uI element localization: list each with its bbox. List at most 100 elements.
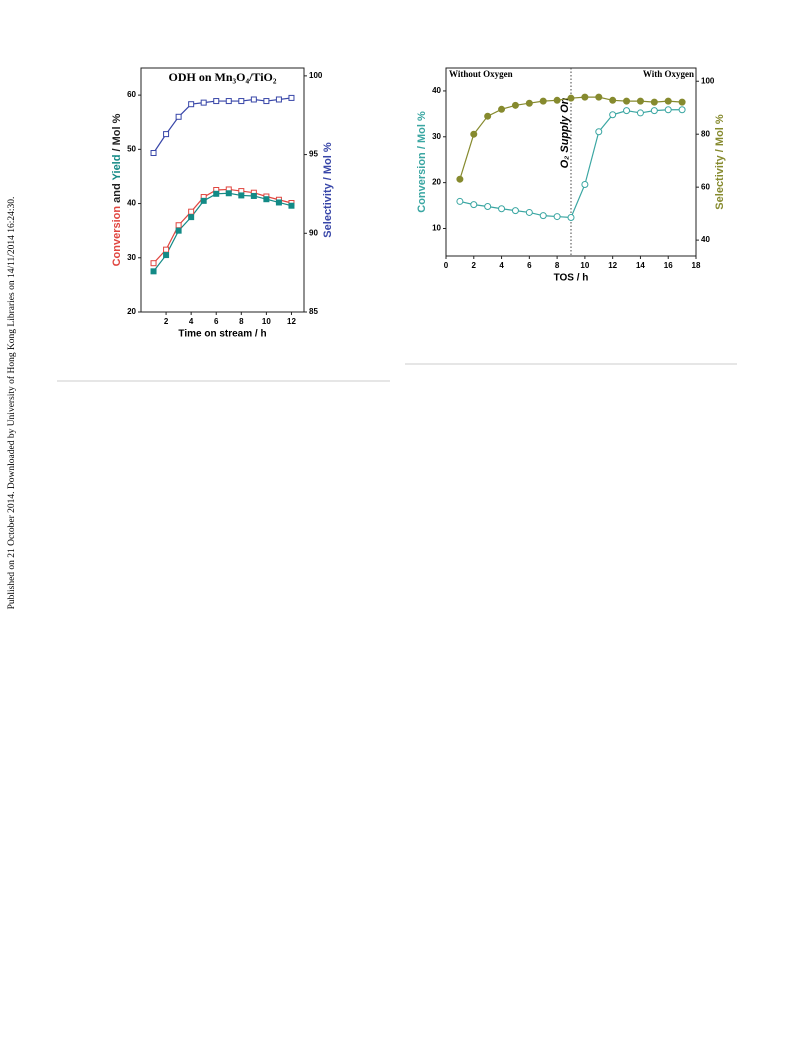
y-axis-label-part: / Mol % [111,113,123,151]
y2-tick-label: 85 [309,307,318,316]
marker [163,246,170,253]
marker [200,197,207,204]
marker [150,150,157,157]
y-axis-label: Conversion / Mol % [416,111,428,213]
marker [567,213,575,221]
marker [470,201,478,209]
marker [238,98,245,105]
x-tick-label: 12 [608,261,617,270]
marker [150,260,157,267]
x-tick-label: 10 [262,317,271,326]
marker [553,96,561,104]
marker [539,97,547,105]
y-axis-label: Conversion and Yield / Mol % [111,113,123,266]
y2-tick-label: 100 [309,71,323,80]
marker [581,180,589,188]
marker [553,213,561,221]
marker [678,106,686,114]
marker [213,190,220,197]
marker [581,93,589,101]
x-tick-label: 6 [527,261,532,270]
y-tick-label: 10 [432,224,441,233]
marker [188,214,195,221]
plot-frame [140,67,305,313]
marker [498,105,506,113]
marker [484,112,492,120]
marker [175,113,182,120]
y-axis-label-part: Yield [111,155,123,181]
marker [225,190,232,197]
y-axis-label-part: Conversion [111,206,123,267]
marker [150,268,157,275]
marker [595,93,603,101]
x-tick-label: 12 [287,317,296,326]
series-line [153,97,292,154]
y-tick-label: 40 [127,199,136,208]
marker [539,212,547,220]
marker [188,208,195,215]
marker [456,175,464,183]
marker [275,96,282,103]
y-tick-label: 60 [127,90,136,99]
marker [525,99,533,107]
marker [609,111,617,119]
series-line [153,192,292,272]
x-tick-label: 6 [214,317,219,326]
y2-tick-label: 80 [701,129,710,138]
marker [288,202,295,209]
x-axis-label: TOS / h [554,273,589,284]
x-tick-label: 0 [444,261,449,270]
x-tick-label: 18 [692,261,701,270]
y-tick-label: 50 [127,144,136,153]
marker [456,197,464,205]
marker [636,109,644,117]
marker [650,98,658,106]
x-tick-label: 14 [636,261,645,270]
marker [470,130,478,138]
y2-tick-label: 100 [701,76,715,85]
y-tick-label: 20 [127,307,136,316]
chart-title: ODH on Mn₃O₄/TiO₂ [169,70,277,84]
marker [623,107,631,115]
y2-tick-label: 40 [701,235,710,244]
marker [664,106,672,114]
marker [225,98,232,105]
sidebar: Published on 21 October 2014. Downloaded… [6,197,17,610]
marker [595,128,603,136]
x-tick-label: 2 [472,261,477,270]
marker [664,97,672,105]
marker [250,96,257,103]
marker [511,101,519,109]
y2-tick-label: 60 [701,182,710,191]
marker [275,199,282,206]
marker [678,98,686,106]
x-tick-label: 2 [164,317,169,326]
annotation: Without Oxygen [449,69,513,79]
marker [484,202,492,210]
x-tick-label: 4 [499,261,504,270]
marker [238,192,245,199]
x-tick-label: 10 [580,261,589,270]
marker [525,208,533,216]
x-tick-label: 4 [189,317,194,326]
marker [263,196,270,203]
y2-tick-label: 95 [309,150,318,159]
x-axis-label: Time on stream / h [178,329,266,340]
marker [288,94,295,101]
marker [200,99,207,106]
marker [263,98,270,105]
y-axis-label-part: and [111,183,123,203]
marker [163,252,170,259]
y-tick-label: 40 [432,86,441,95]
y2-axis-label: Selectivity / Mol % [714,114,726,210]
marker [213,98,220,105]
marker [175,222,182,229]
marker [567,94,575,102]
marker [498,205,506,213]
marker [511,207,519,215]
y-tick-label: 20 [432,178,441,187]
marker [250,192,257,199]
marker [175,227,182,234]
marker [163,131,170,138]
